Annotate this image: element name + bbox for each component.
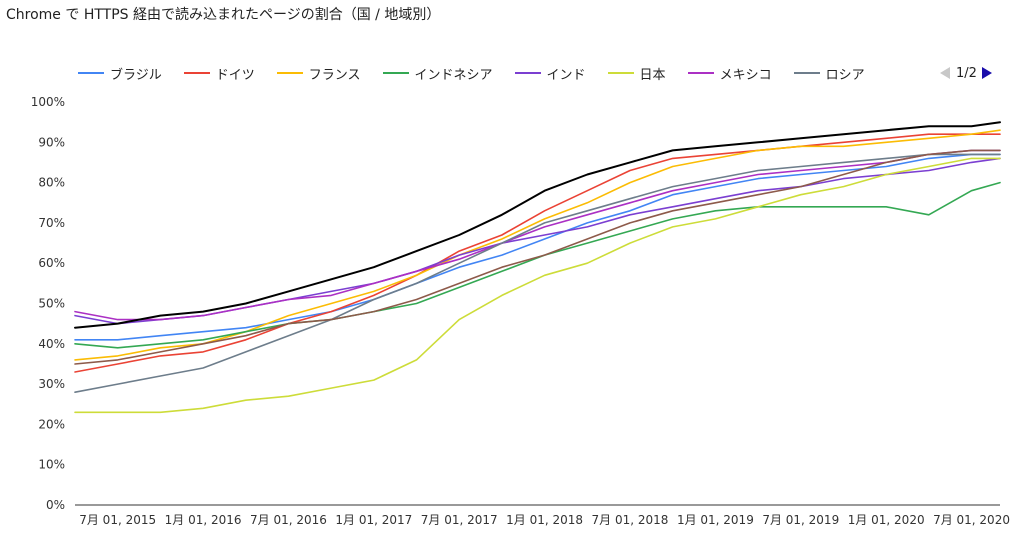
legend-label: インドネシア xyxy=(414,67,493,83)
x-tick-label: 1月 01, 2017 xyxy=(335,513,412,527)
legend-item[interactable]: ブラジル xyxy=(78,64,162,83)
legend-item[interactable]: ドイツ xyxy=(183,64,255,83)
previous-page-icon xyxy=(940,67,950,79)
legend-item[interactable]: インドネシア xyxy=(382,64,493,83)
y-tick-label: 10% xyxy=(38,458,65,472)
x-tick-label: 7月 01, 2019 xyxy=(762,513,839,527)
legend-item[interactable]: インド xyxy=(514,64,586,83)
legend-swatch xyxy=(183,72,210,74)
series-line-5 xyxy=(74,157,1001,414)
legend-swatch xyxy=(793,72,820,74)
x-tick-label: 1月 01, 2019 xyxy=(677,513,754,527)
y-tick-label: 70% xyxy=(38,216,65,230)
y-tick-label: 80% xyxy=(38,176,65,190)
x-tick-label: 7月 01, 2017 xyxy=(421,513,498,527)
series-line-0 xyxy=(74,153,1001,341)
y-tick-label: 90% xyxy=(38,135,65,149)
legend-swatch xyxy=(382,72,409,74)
legend-label: インド xyxy=(546,67,586,83)
x-tick-label: 7月 01, 2016 xyxy=(250,513,327,527)
series-line-9 xyxy=(74,121,1001,329)
y-tick-label: 0% xyxy=(46,498,65,512)
legend-swatch xyxy=(276,72,303,74)
y-tick-label: 30% xyxy=(38,377,65,391)
y-tick-label: 40% xyxy=(38,337,65,351)
legend-item[interactable]: 日本 xyxy=(607,64,666,83)
series-line-1 xyxy=(74,133,1001,373)
series-line-7 xyxy=(74,153,1001,394)
y-tick-label: 50% xyxy=(38,297,65,311)
x-tick-label: 7月 01, 2018 xyxy=(592,513,669,527)
x-tick-label: 1月 01, 2016 xyxy=(165,513,242,527)
legend-item[interactable]: メキシコ xyxy=(687,64,772,83)
legend-item[interactable]: ロシア xyxy=(793,64,865,83)
legend: ブラジル ドイツ フランス インドネシア インド 日本 メキシコ ロシア xyxy=(78,64,887,83)
legend-swatch xyxy=(78,72,104,74)
legend-label: メキシコ xyxy=(719,67,772,83)
legend-swatch xyxy=(687,72,714,74)
legend-pager: 1/2 xyxy=(940,64,992,82)
legend-label: フランス xyxy=(308,67,361,83)
legend-swatch xyxy=(514,72,541,74)
x-tick-label: 7月 01, 2020 xyxy=(933,513,1010,527)
y-tick-label: 100% xyxy=(31,95,65,109)
y-tick-label: 60% xyxy=(38,256,65,270)
legend-swatch xyxy=(607,72,634,74)
legend-label: ブラジル xyxy=(110,67,162,83)
page-indicator: 1/2 xyxy=(956,65,977,81)
chart-title: Chrome で HTTPS 経由で読み込まれたページの割合（国 / 地域別） xyxy=(6,7,441,23)
legend-label: ドイツ xyxy=(215,67,255,83)
x-tick-label: 1月 01, 2018 xyxy=(506,513,583,527)
series-line-8 xyxy=(74,149,1001,365)
series-line-3 xyxy=(74,181,1001,349)
legend-label: ロシア xyxy=(825,67,865,83)
series-line-2 xyxy=(74,129,1001,361)
series-line-6 xyxy=(74,149,1001,321)
legend-label: 日本 xyxy=(639,67,666,83)
x-tick-label: 1月 01, 2020 xyxy=(848,513,925,527)
x-tick-label: 7月 01, 2015 xyxy=(79,513,156,527)
legend-item[interactable]: フランス xyxy=(276,64,361,83)
next-page-icon[interactable] xyxy=(981,67,992,79)
y-tick-label: 20% xyxy=(38,417,65,431)
